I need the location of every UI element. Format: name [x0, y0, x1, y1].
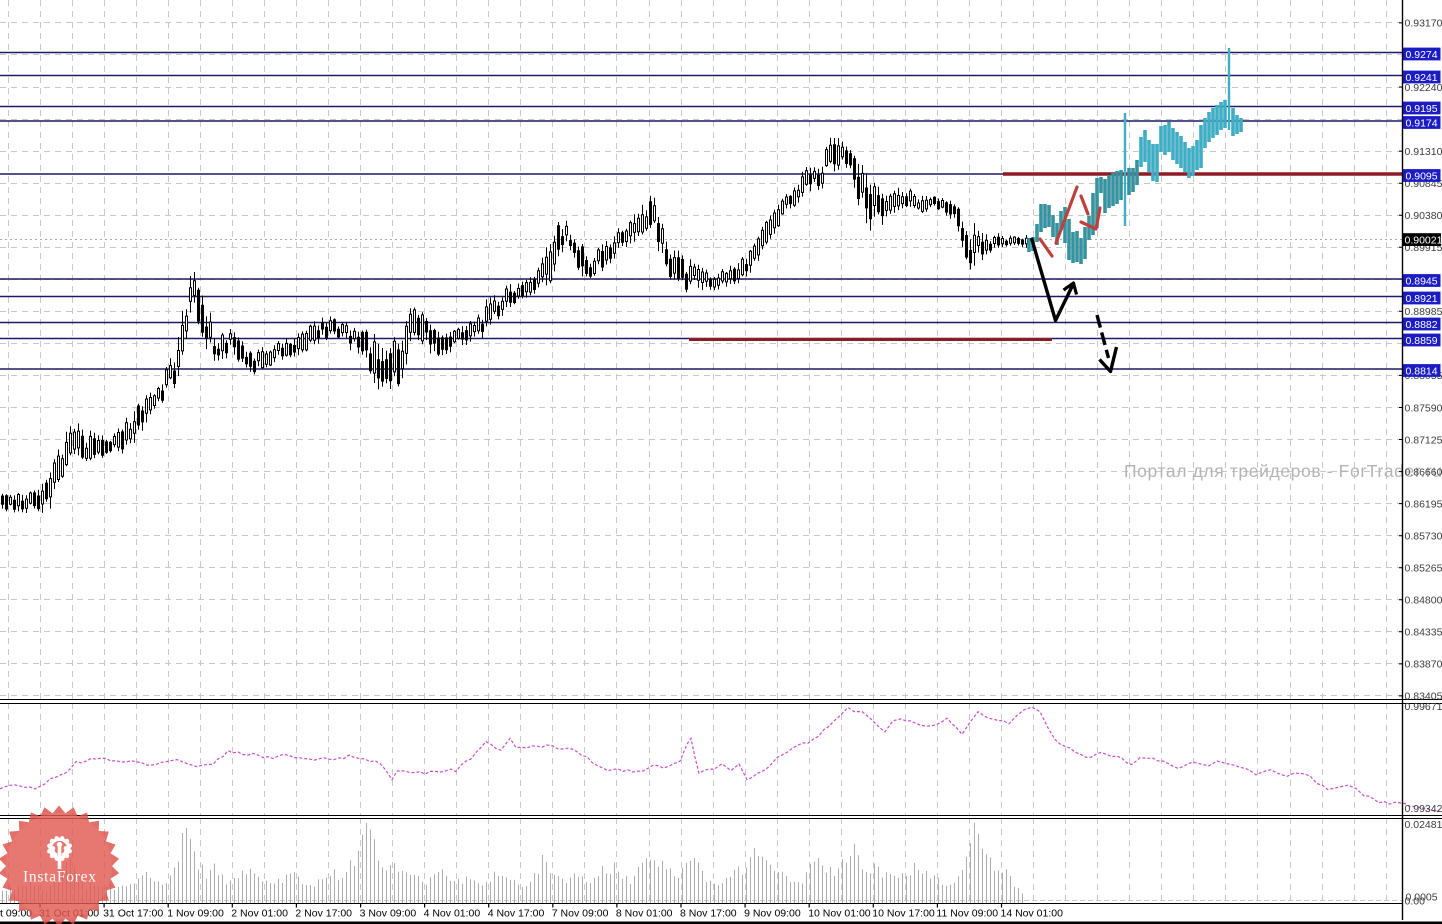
svg-text:0.88985: 0.88985 [1405, 306, 1442, 318]
svg-text:0.9195: 0.9195 [1406, 103, 1438, 115]
svg-text:0.84335: 0.84335 [1405, 627, 1442, 639]
svg-text:14 Nov 01:00: 14 Nov 01:00 [1001, 908, 1064, 920]
svg-text:0.91310: 0.91310 [1405, 146, 1442, 158]
svg-text:0.87125: 0.87125 [1405, 434, 1442, 446]
svg-text:0.00: 0.00 [1405, 896, 1426, 908]
svg-text:0.9274: 0.9274 [1406, 49, 1438, 61]
svg-text:4 Nov 01:00: 4 Nov 01:00 [424, 908, 481, 920]
svg-text:0.99342: 0.99342 [1405, 803, 1442, 815]
svg-text:0.99671: 0.99671 [1405, 701, 1442, 713]
svg-text:0.93170: 0.93170 [1405, 18, 1442, 30]
svg-text:2 Nov 01:00: 2 Nov 01:00 [231, 908, 288, 920]
svg-text:0.8882: 0.8882 [1406, 319, 1438, 331]
svg-text:31 Oct 17:00: 31 Oct 17:00 [103, 908, 163, 920]
svg-text:28 Oct 09:00: 28 Oct 09:00 [0, 908, 32, 920]
svg-text:7 Nov 09:00: 7 Nov 09:00 [552, 908, 609, 920]
svg-text:0.85265: 0.85265 [1405, 563, 1442, 575]
svg-text:2 Nov 17:00: 2 Nov 17:00 [295, 908, 352, 920]
svg-text:1 Nov 09:00: 1 Nov 09:00 [167, 908, 224, 920]
svg-text:9 Nov 09:00: 9 Nov 09:00 [744, 908, 801, 920]
svg-text:4 Nov 17:00: 4 Nov 17:00 [488, 908, 545, 920]
svg-text:0.83405: 0.83405 [1405, 691, 1442, 703]
svg-text:0.9095: 0.9095 [1406, 170, 1438, 182]
svg-text:8 Nov 01:00: 8 Nov 01:00 [616, 908, 673, 920]
svg-text:0.90021: 0.90021 [1405, 235, 1442, 247]
svg-text:0.02481: 0.02481 [1405, 819, 1442, 831]
svg-text:0.86660: 0.86660 [1405, 466, 1442, 478]
svg-text:0.90380: 0.90380 [1405, 210, 1442, 222]
svg-text:0.8859: 0.8859 [1406, 335, 1438, 347]
svg-text:0.9174: 0.9174 [1406, 117, 1438, 129]
svg-text:0.9241: 0.9241 [1406, 72, 1438, 84]
svg-text:0.8921: 0.8921 [1406, 293, 1438, 305]
svg-text:0.92240: 0.92240 [1405, 82, 1442, 94]
svg-text:0.8945: 0.8945 [1406, 275, 1438, 287]
svg-text:InstaForex: InstaForex [23, 869, 96, 886]
svg-text:11 Nov 09:00: 11 Nov 09:00 [936, 908, 998, 920]
svg-text:0.8814: 0.8814 [1406, 365, 1438, 377]
svg-text:10 Nov 17:00: 10 Nov 17:00 [872, 908, 935, 920]
svg-text:0.86195: 0.86195 [1405, 498, 1442, 510]
svg-text:Портал для трейдеров - ForTrad: Портал для трейдеров - ForTrader.ru [1124, 461, 1442, 481]
svg-text:0.83870: 0.83870 [1405, 659, 1442, 671]
svg-text:3 Nov 09:00: 3 Nov 09:00 [360, 908, 417, 920]
svg-text:0.87590: 0.87590 [1405, 402, 1442, 414]
svg-text:0.85730: 0.85730 [1405, 531, 1442, 543]
svg-text:0.84800: 0.84800 [1405, 595, 1442, 607]
svg-text:8 Nov 17:00: 8 Nov 17:00 [680, 908, 737, 920]
svg-text:0.0005: 0.0005 [1406, 892, 1438, 904]
svg-text:10 Nov 01:00: 10 Nov 01:00 [808, 908, 871, 920]
